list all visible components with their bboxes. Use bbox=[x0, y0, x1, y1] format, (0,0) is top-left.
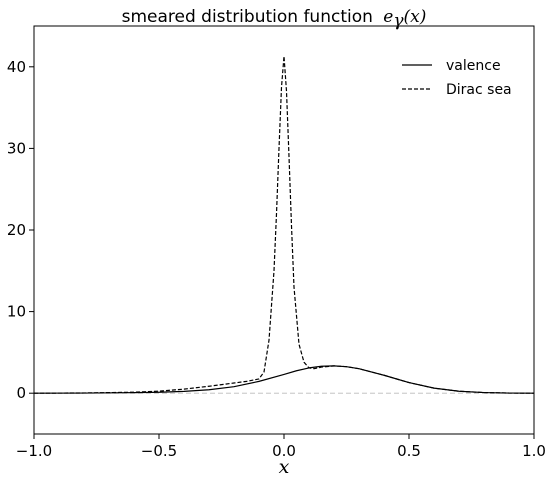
y-tick-label: 0 bbox=[16, 384, 26, 402]
legend: valence Dirac sea bbox=[402, 58, 512, 98]
series-line-valence bbox=[33, 365, 535, 394]
plot-area bbox=[33, 55, 535, 394]
chart-title-math-arg: (x) bbox=[404, 7, 427, 27]
y-tick-label: 20 bbox=[7, 221, 26, 239]
y-tick-label: 40 bbox=[7, 58, 26, 76]
x-axis-label: x bbox=[279, 456, 290, 478]
chart-title-math: e bbox=[383, 7, 393, 27]
x-tick-label: 0.5 bbox=[397, 442, 421, 460]
chart-title: smeared distribution function eγ(x) bbox=[122, 7, 427, 31]
legend-label-dirac-sea: Dirac sea bbox=[446, 82, 512, 98]
x-tick-label: 0.0 bbox=[272, 442, 296, 460]
y-tick-label: 10 bbox=[7, 303, 26, 321]
y-axis-ticks: 0 10 20 30 40 bbox=[7, 58, 34, 402]
chart-title-math-sub: γ bbox=[393, 11, 404, 31]
chart-title-text: smeared distribution function bbox=[122, 7, 373, 27]
x-tick-label: −1.0 bbox=[16, 442, 52, 460]
x-tick-label: 1.0 bbox=[522, 442, 546, 460]
x-tick-label: −0.5 bbox=[141, 442, 177, 460]
series-line-dirac-sea bbox=[33, 55, 535, 394]
x-axis-ticks: −1.0 −0.5 0.0 0.5 1.0 bbox=[16, 434, 546, 460]
y-tick-label: 30 bbox=[7, 139, 26, 157]
legend-label-valence: valence bbox=[446, 58, 501, 74]
